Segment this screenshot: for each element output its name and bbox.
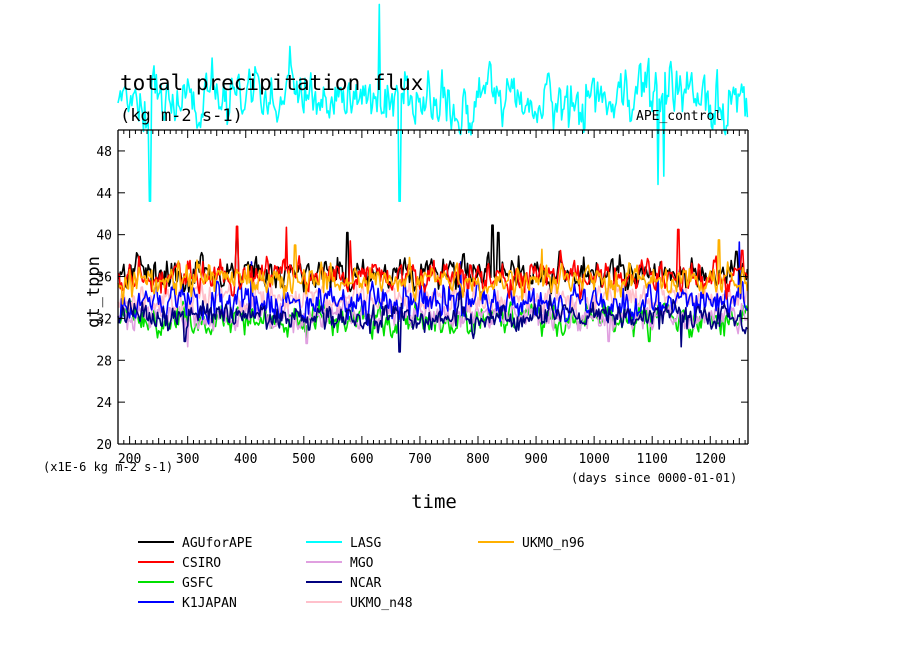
- y-tick-label: 32: [96, 312, 112, 327]
- x-tick-label: 1000: [578, 452, 609, 467]
- legend-label-ncar: NCAR: [350, 576, 381, 591]
- x-tick-label: 800: [466, 452, 489, 467]
- x-tick-label: 400: [234, 452, 257, 467]
- x-tick-label: 300: [176, 452, 199, 467]
- series-layer: [117, 3, 749, 353]
- x-tick-label: 1100: [637, 452, 668, 467]
- x-tick-label: 1200: [695, 452, 726, 467]
- legend-label-ukmo_n48: UKMO_n48: [350, 596, 413, 611]
- series-line-ncar: [117, 290, 749, 353]
- legend-label-aguforape: AGUforAPE: [182, 536, 252, 551]
- legend-label-k1japan: K1JAPAN: [182, 596, 237, 611]
- y-tick-label: 20: [96, 438, 112, 453]
- legend-label-mgo: MGO: [350, 556, 374, 571]
- series-line-ukmo_n96: [117, 239, 749, 305]
- x-axis-label: time: [411, 491, 457, 513]
- legend-label-csiro: CSIRO: [182, 556, 221, 571]
- y-axis-label: gt_tppn: [84, 256, 104, 328]
- legend-label-ukmo_n96: UKMO_n96: [522, 536, 585, 551]
- y-tick-label: 40: [96, 229, 112, 244]
- y-tick-label: 24: [96, 396, 112, 411]
- legend: AGUforAPE CSIRO GSFC K1JAPAN LASG MGO NCAR UKMO…: [138, 536, 585, 611]
- run-label: APE_control: [636, 109, 722, 124]
- y-tick-label: 48: [96, 145, 112, 160]
- x-tick-label: 500: [292, 452, 315, 467]
- x-tick-label: 900: [524, 452, 547, 467]
- x-tick-label: 200: [118, 452, 141, 467]
- x-units-note: (days since 0000-01-01): [571, 471, 737, 485]
- y-tick-label: 44: [96, 187, 112, 202]
- y-units-note: (x1E-6 kg m-2 s-1): [43, 460, 173, 474]
- y-tick-label: 36: [96, 271, 112, 286]
- ticks: 20 24 28 32 36 40 44 48 200 300 400 500 600 700 800 900…: [96, 130, 748, 467]
- series-line-ukmo_n48: [117, 278, 749, 316]
- y-tick-label: 28: [96, 354, 112, 369]
- x-tick-label: 600: [350, 452, 373, 467]
- legend-label-lasg: LASG: [350, 536, 381, 551]
- series-line-lasg: [117, 3, 749, 202]
- legend-label-gsfc: GSFC: [182, 576, 213, 591]
- chart-title: total precipitation flux: [120, 71, 423, 95]
- chart-subtitle: (kg m-2 s-1): [120, 106, 243, 126]
- x-tick-label: 700: [408, 452, 431, 467]
